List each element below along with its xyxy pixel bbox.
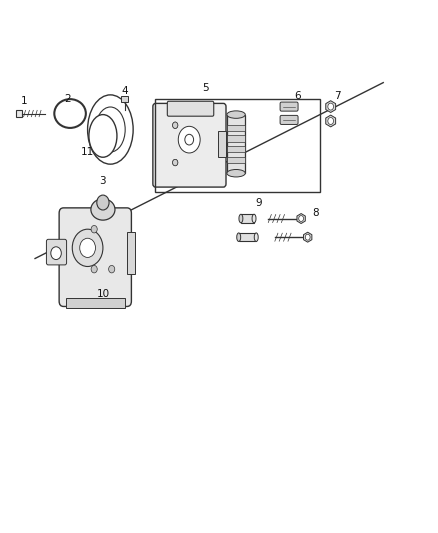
Circle shape [91, 225, 97, 233]
Ellipse shape [89, 115, 117, 157]
FancyBboxPatch shape [46, 239, 67, 265]
Bar [227, 157, 245, 163]
Bar [218, 131, 226, 157]
Bar [17, 110, 21, 117]
FancyBboxPatch shape [59, 208, 131, 306]
Text: 2: 2 [64, 94, 71, 103]
Ellipse shape [227, 111, 245, 118]
Circle shape [299, 216, 304, 222]
Text: 5: 5 [202, 83, 209, 93]
Bar [155, 99, 320, 192]
Circle shape [80, 238, 95, 257]
Circle shape [178, 126, 200, 153]
Text: 1: 1 [21, 96, 28, 106]
Ellipse shape [95, 107, 125, 152]
Circle shape [72, 229, 103, 266]
Circle shape [328, 118, 334, 124]
Circle shape [173, 159, 178, 166]
Bar [241, 214, 254, 223]
Ellipse shape [239, 214, 243, 223]
Circle shape [173, 122, 178, 128]
Circle shape [51, 247, 61, 260]
Ellipse shape [252, 214, 256, 223]
Polygon shape [326, 101, 336, 112]
Bar [127, 232, 135, 274]
Circle shape [97, 195, 109, 210]
Polygon shape [297, 214, 305, 223]
Polygon shape [326, 115, 336, 127]
FancyBboxPatch shape [280, 102, 298, 111]
Ellipse shape [237, 233, 240, 241]
FancyBboxPatch shape [167, 101, 214, 116]
Ellipse shape [227, 169, 245, 177]
Text: 9: 9 [255, 198, 262, 207]
FancyBboxPatch shape [153, 103, 226, 187]
Bar [227, 125, 245, 131]
Circle shape [109, 265, 115, 273]
Circle shape [305, 235, 310, 240]
Circle shape [173, 159, 178, 166]
Bar [227, 146, 245, 152]
Text: 10: 10 [96, 289, 110, 299]
Circle shape [185, 134, 194, 145]
Text: 11: 11 [81, 147, 94, 157]
Bar [66, 298, 125, 308]
Ellipse shape [254, 233, 258, 241]
Bar [227, 135, 245, 142]
Ellipse shape [88, 95, 133, 164]
Bar [227, 115, 245, 173]
Ellipse shape [91, 199, 115, 220]
Text: 6: 6 [294, 91, 301, 101]
Bar [239, 233, 256, 241]
Circle shape [328, 103, 334, 110]
Ellipse shape [54, 99, 86, 128]
Circle shape [91, 265, 97, 273]
Bar [121, 96, 128, 102]
Text: 4: 4 [121, 86, 128, 95]
Circle shape [173, 122, 178, 128]
FancyBboxPatch shape [280, 115, 298, 124]
Text: 8: 8 [312, 208, 319, 218]
Text: 7: 7 [334, 91, 341, 101]
Text: 3: 3 [99, 176, 106, 186]
Polygon shape [304, 232, 312, 242]
